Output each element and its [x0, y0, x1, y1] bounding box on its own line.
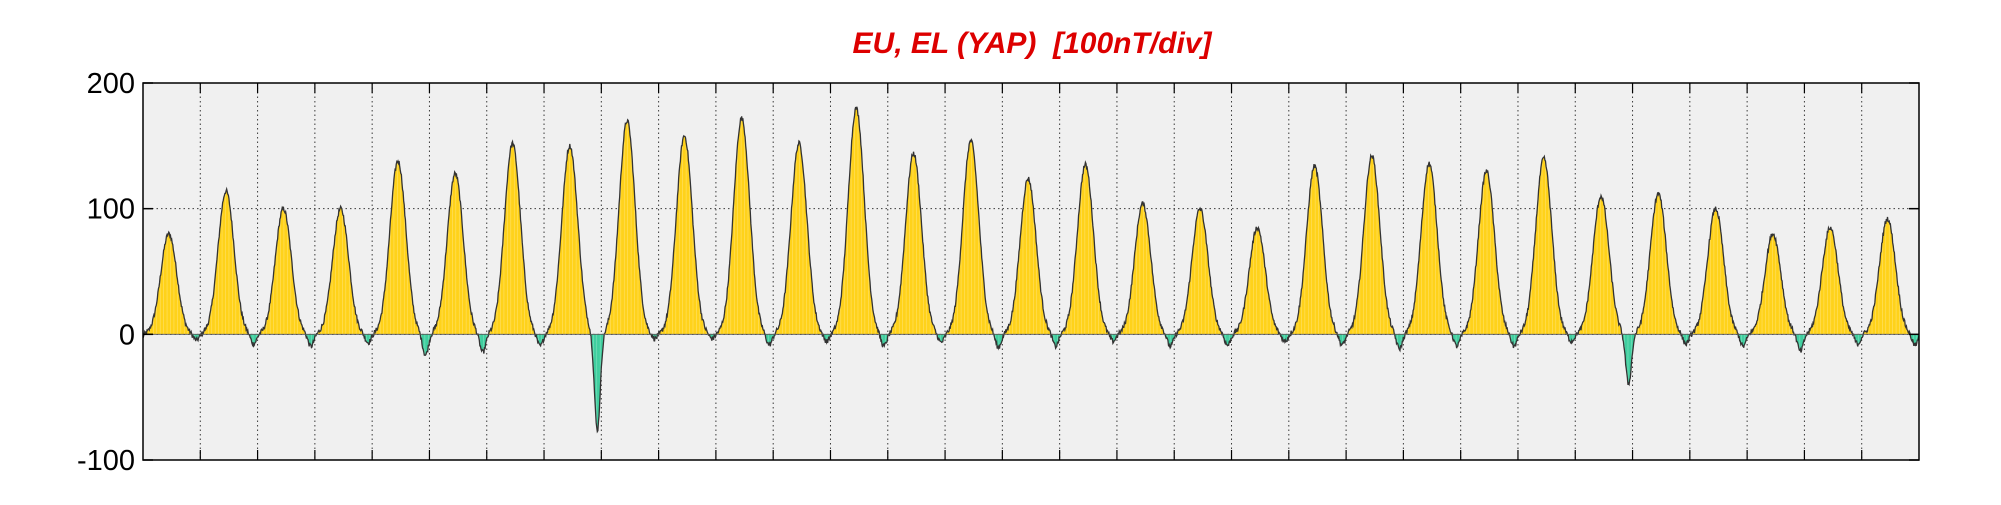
- y-tick-label: 200: [87, 68, 135, 100]
- chart-title: EU, EL (YAP) [100nT/div]: [853, 27, 1213, 60]
- y-tick-label: -100: [77, 445, 135, 477]
- y-tick-label: 0: [119, 319, 135, 351]
- y-tick-label: 100: [87, 194, 135, 226]
